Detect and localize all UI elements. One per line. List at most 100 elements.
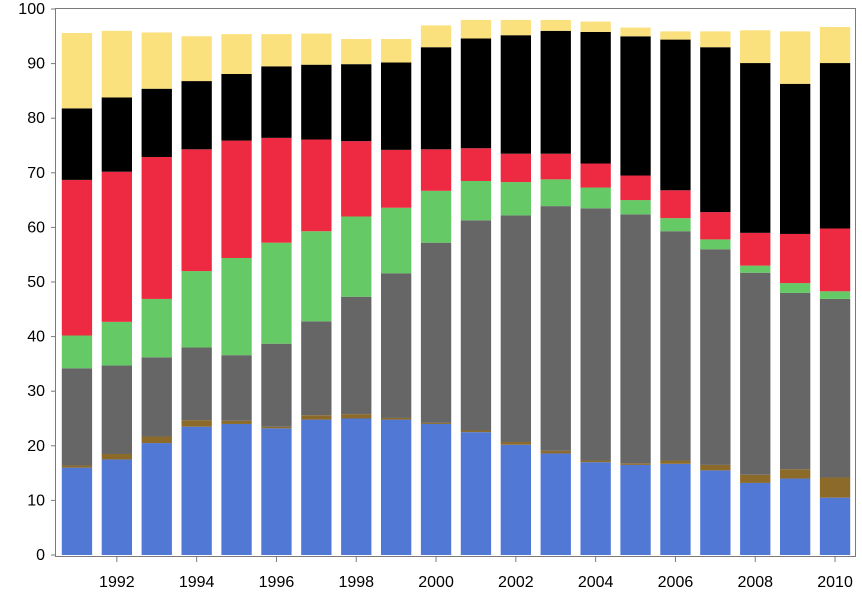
bar-segment-1998-s6 xyxy=(341,64,372,142)
bar-segment-2008-s3 xyxy=(740,272,771,475)
bar-segment-1997-s3 xyxy=(301,321,332,416)
bar-segment-1995-s5 xyxy=(221,140,252,258)
bar-segment-2001-s3 xyxy=(460,220,492,431)
bar-segment-1997-s1 xyxy=(301,419,332,555)
bar-segment-1998-s1 xyxy=(341,418,372,555)
bar-segment-2010-s1 xyxy=(819,497,851,555)
bar-segment-1992-s4 xyxy=(101,321,133,366)
bar-segment-2009-s5 xyxy=(779,233,811,284)
bar-segment-2006-s5 xyxy=(660,190,691,219)
bar-segment-2009-s2 xyxy=(779,469,811,479)
bars-layer xyxy=(61,19,851,555)
bar-stack-2007 xyxy=(700,31,731,555)
bar-segment-2001-s4 xyxy=(460,180,492,221)
bar-segment-1991-s3 xyxy=(61,368,93,466)
bar-segment-1996-s2 xyxy=(261,426,292,429)
bar-segment-2005-s4 xyxy=(620,200,651,215)
bar-segment-1998-s3 xyxy=(341,296,372,415)
bar-segment-2000-s7 xyxy=(420,25,452,48)
bar-segment-1991-s7 xyxy=(61,33,93,109)
bar-segment-1992-s2 xyxy=(101,453,133,460)
bar-stack-1992 xyxy=(101,30,133,555)
bar-segment-1999-s6 xyxy=(380,62,412,150)
bar-segment-2002-s7 xyxy=(500,19,532,36)
bar-segment-2004-s1 xyxy=(580,462,611,555)
bar-segment-2000-s1 xyxy=(420,423,452,555)
y-tick-label: 60 xyxy=(27,219,45,236)
bar-segment-2009-s3 xyxy=(779,292,811,470)
bar-segment-1999-s2 xyxy=(380,417,412,420)
bar-segment-1993-s1 xyxy=(141,443,172,555)
bar-stack-1995 xyxy=(221,34,252,555)
bar-segment-2005-s1 xyxy=(620,464,651,555)
bar-segment-1997-s6 xyxy=(301,64,332,140)
bar-segment-2004-s3 xyxy=(580,208,611,461)
bar-segment-1999-s5 xyxy=(380,149,412,208)
bar-segment-2002-s5 xyxy=(500,153,532,183)
bar-segment-2001-s2 xyxy=(460,430,492,433)
bar-segment-1992-s7 xyxy=(101,30,133,98)
bar-segment-2002-s3 xyxy=(500,215,532,442)
bar-segment-2003-s6 xyxy=(540,30,571,154)
bar-segment-2005-s3 xyxy=(620,214,651,464)
bar-segment-2003-s4 xyxy=(540,179,571,207)
bar-segment-2005-s7 xyxy=(620,27,651,37)
bar-segment-2008-s2 xyxy=(740,474,771,483)
bar-segment-2001-s1 xyxy=(460,432,492,555)
bar-segment-2003-s5 xyxy=(540,153,571,180)
bar-segment-2003-s3 xyxy=(540,206,571,451)
y-tick-label: 0 xyxy=(36,547,45,564)
bar-segment-1992-s5 xyxy=(101,171,133,322)
bar-segment-1994-s7 xyxy=(181,36,212,82)
bar-segment-2009-s7 xyxy=(779,31,811,84)
bar-segment-2006-s4 xyxy=(660,218,691,232)
bar-segment-2001-s6 xyxy=(460,38,492,149)
bar-segment-2004-s4 xyxy=(580,187,611,209)
bar-segment-1998-s7 xyxy=(341,39,372,65)
bar-stack-1991 xyxy=(61,33,93,555)
bar-segment-1994-s4 xyxy=(181,271,212,348)
bar-stack-2009 xyxy=(779,31,811,555)
bar-segment-2004-s5 xyxy=(580,163,611,188)
bar-segment-1996-s1 xyxy=(261,428,292,555)
x-tick-label: 1994 xyxy=(179,574,215,591)
bar-segment-2000-s4 xyxy=(420,190,452,243)
bar-stack-1993 xyxy=(141,32,172,555)
y-tick-label: 70 xyxy=(27,165,45,182)
bar-segment-1998-s5 xyxy=(341,141,372,217)
bar-segment-2000-s2 xyxy=(420,422,452,424)
bar-segment-2009-s1 xyxy=(779,478,811,555)
bar-segment-2007-s4 xyxy=(700,239,731,250)
bar-segment-1997-s4 xyxy=(301,231,332,322)
x-tick-label: 2008 xyxy=(737,574,773,591)
bar-segment-1996-s3 xyxy=(261,343,292,427)
bar-segment-2009-s4 xyxy=(779,283,811,293)
bar-segment-1992-s6 xyxy=(101,97,133,172)
bar-segment-2007-s3 xyxy=(700,249,731,465)
y-tick-label: 20 xyxy=(27,438,45,455)
bar-segment-1999-s3 xyxy=(380,273,412,418)
bar-segment-1991-s6 xyxy=(61,108,93,180)
bar-segment-2008-s7 xyxy=(740,30,771,64)
bar-segment-2006-s1 xyxy=(660,463,691,555)
bar-segment-2010-s6 xyxy=(819,63,851,229)
y-tick-label: 80 xyxy=(27,110,45,127)
bar-segment-1993-s2 xyxy=(141,436,172,444)
bar-segment-1997-s7 xyxy=(301,33,332,65)
bar-segment-2007-s1 xyxy=(700,470,731,555)
bar-stack-2002 xyxy=(500,19,532,555)
bar-segment-1993-s4 xyxy=(141,298,172,358)
bar-stack-1994 xyxy=(181,36,212,555)
x-tick-label: 2002 xyxy=(498,574,534,591)
bar-segment-2007-s2 xyxy=(700,464,731,471)
bar-segment-1995-s4 xyxy=(221,257,252,356)
bar-segment-2001-s5 xyxy=(460,148,492,181)
bar-segment-2005-s6 xyxy=(620,36,651,176)
bar-segment-1999-s7 xyxy=(380,39,412,63)
bar-segment-1995-s3 xyxy=(221,355,252,421)
x-tick-label: 2010 xyxy=(817,574,853,591)
bar-segment-2002-s6 xyxy=(500,35,532,154)
bar-segment-2006-s7 xyxy=(660,31,691,40)
bar-segment-1993-s7 xyxy=(141,32,172,89)
bar-segment-1991-s4 xyxy=(61,335,93,369)
